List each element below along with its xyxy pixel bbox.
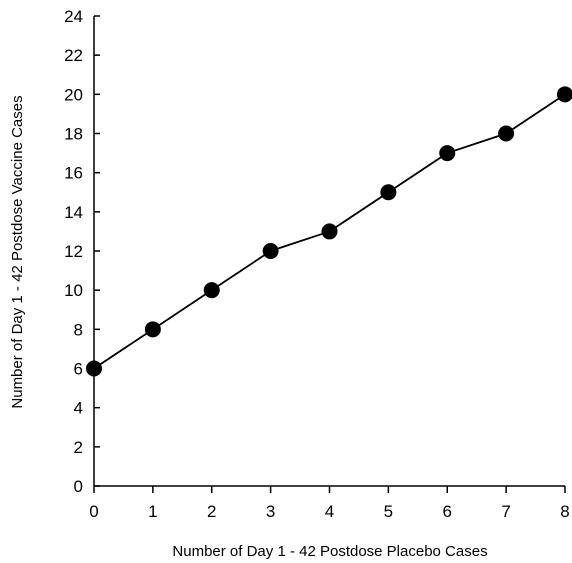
data-point — [321, 223, 338, 240]
data-point — [439, 145, 456, 162]
x-axis-label: Number of Day 1 - 42 Postdose Placebo Ca… — [172, 543, 487, 560]
y-tick-label: 22 — [64, 46, 83, 65]
y-tick-label: 18 — [64, 125, 83, 144]
y-tick-label: 8 — [74, 320, 83, 339]
y-tick-label: 10 — [64, 281, 83, 300]
y-tick-label: 4 — [74, 399, 83, 418]
x-tick-label: 5 — [384, 502, 393, 521]
x-tick-label: 1 — [148, 502, 157, 521]
y-tick-label: 14 — [64, 203, 83, 222]
data-point — [86, 360, 102, 377]
x-tick-label: 2 — [207, 502, 216, 521]
data-point — [380, 184, 397, 201]
y-tick-label: 2 — [74, 438, 83, 457]
x-tick-label: 4 — [325, 502, 334, 521]
x-tick-label: 3 — [266, 502, 275, 521]
x-tick-label: 6 — [443, 502, 452, 521]
y-tick-label: 0 — [74, 477, 83, 496]
y-tick-label: 24 — [64, 7, 83, 26]
data-point — [557, 86, 572, 103]
data-point — [144, 321, 161, 338]
y-tick-label: 6 — [74, 360, 83, 379]
x-tick-label: 7 — [501, 502, 510, 521]
data-point — [203, 282, 220, 299]
y-tick-label: 12 — [64, 242, 83, 261]
y-axis-label: Number of Day 1 - 42 Postdose Vaccine Ca… — [9, 95, 26, 408]
axes — [93, 16, 565, 487]
x-tick-label: 0 — [89, 502, 98, 521]
tick-marks — [93, 15, 566, 493]
y-tick-label: 20 — [64, 85, 83, 104]
y-tick-label: 16 — [64, 164, 83, 183]
x-tick-label: 8 — [560, 502, 569, 521]
data-point — [498, 125, 515, 142]
series-group — [86, 86, 572, 377]
data-point — [262, 243, 279, 259]
